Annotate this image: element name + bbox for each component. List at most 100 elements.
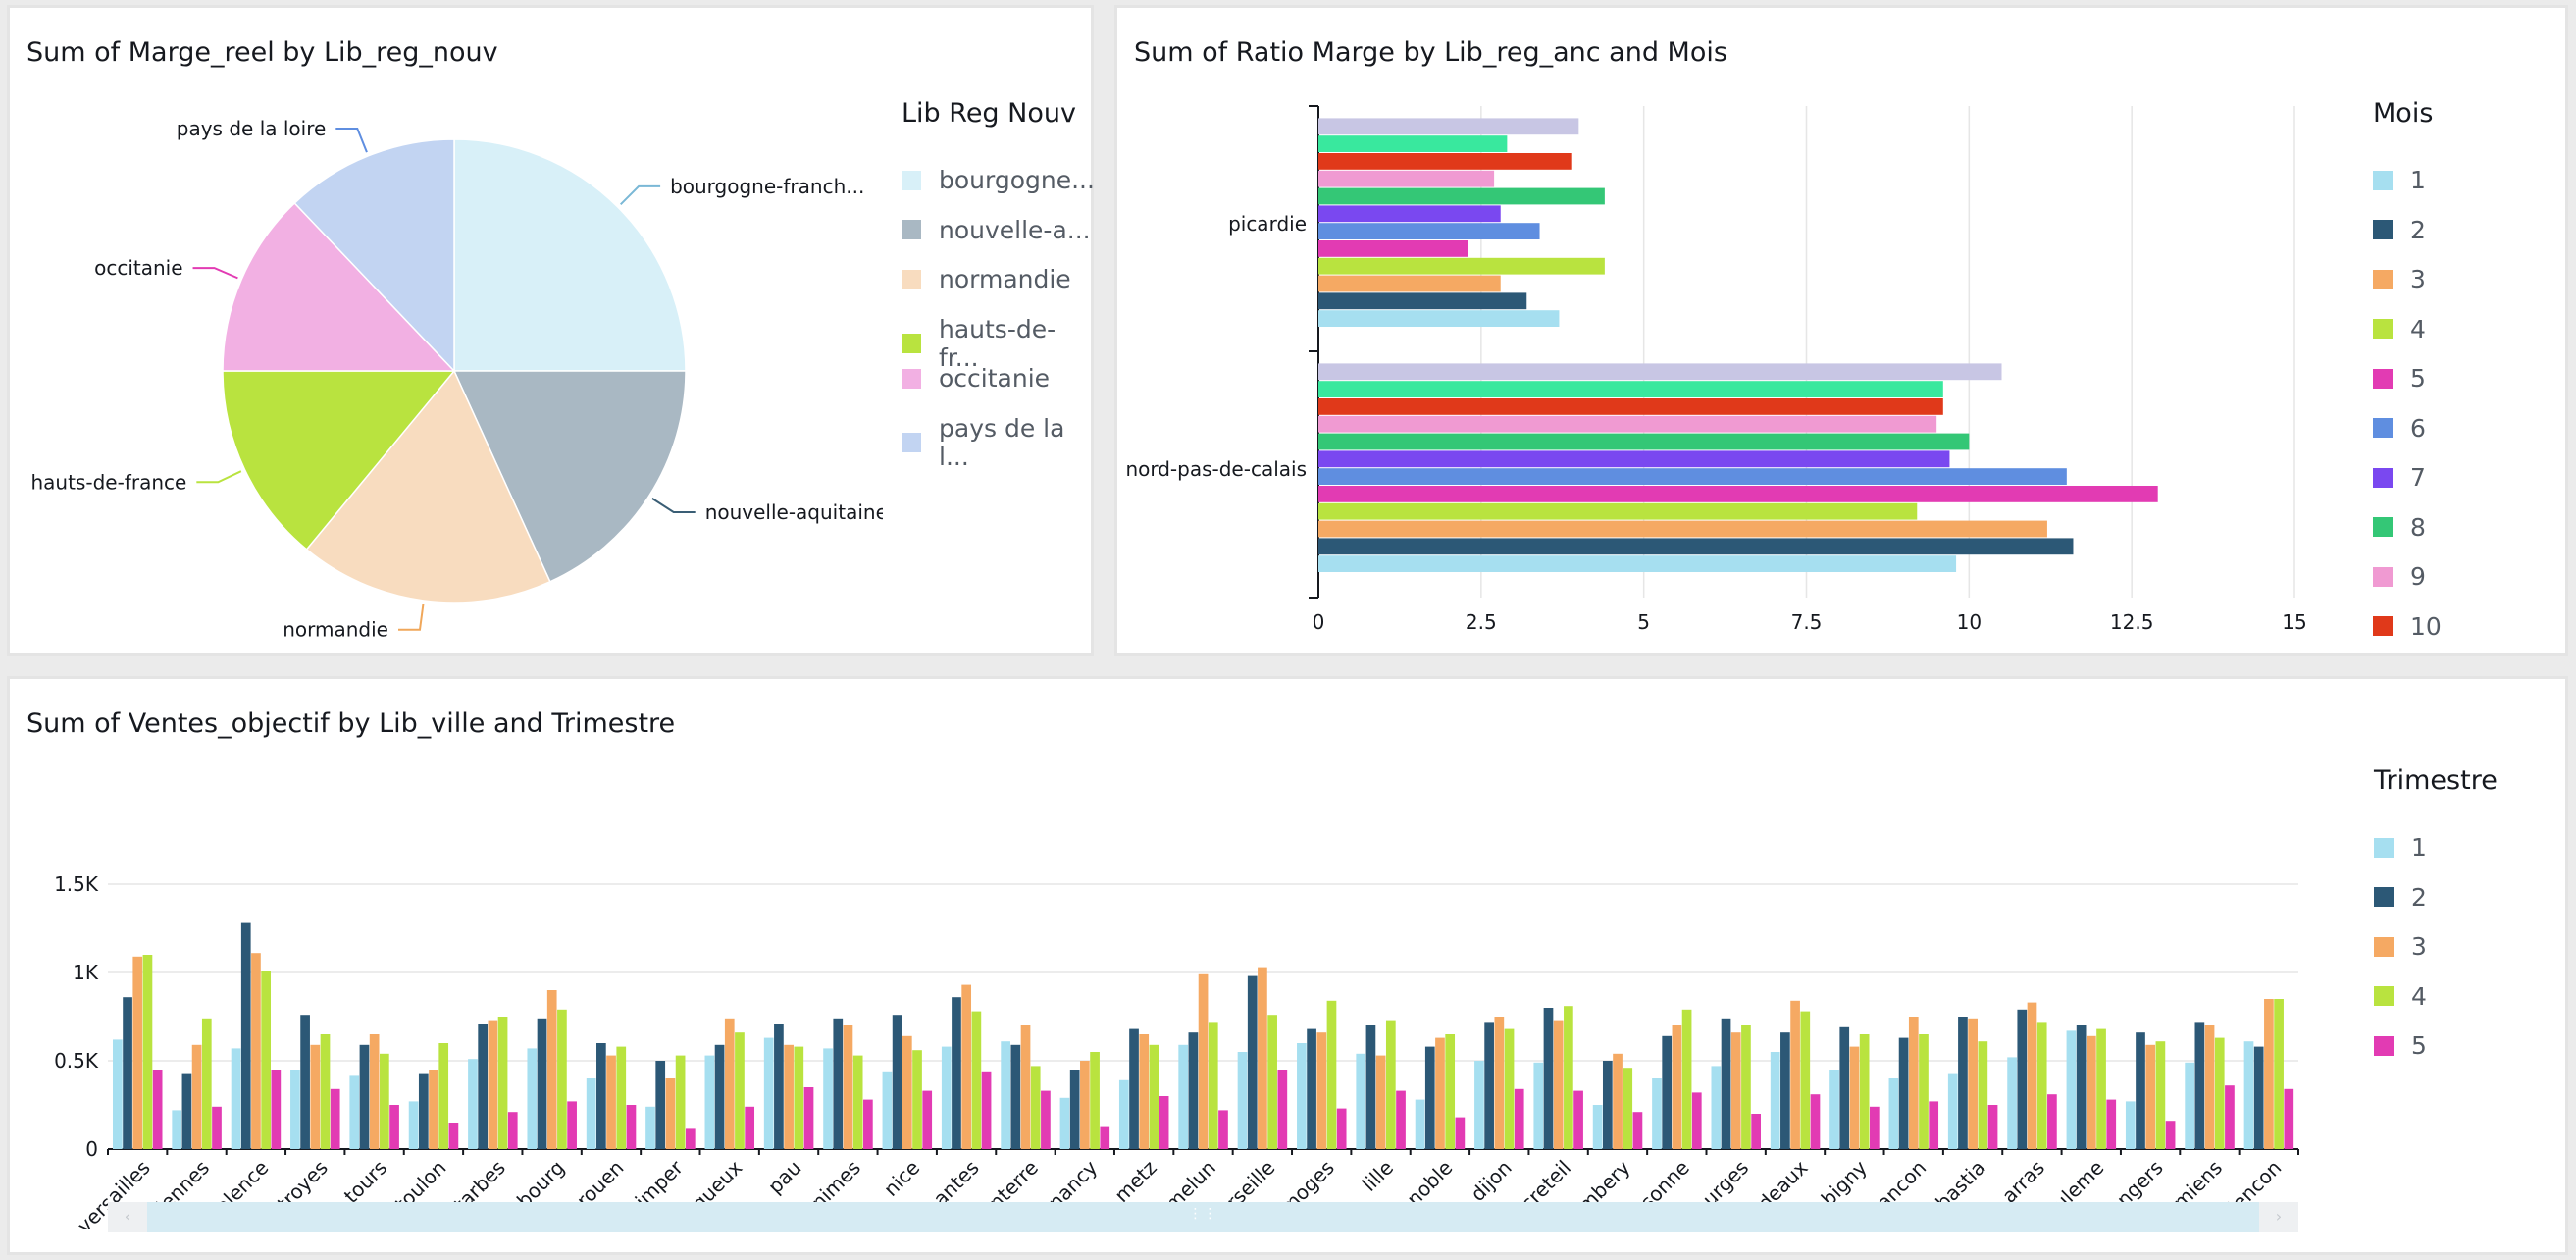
hbar-legend-label: 7 xyxy=(2410,463,2426,492)
hbar-chart[interactable]: picardie nord-pas-de-calais 0 2.5 5 7.5 10 12.5… xyxy=(1117,86,2353,636)
vbar-legend-item[interactable]: 2 xyxy=(2374,883,2427,912)
hbar-legend-label: 4 xyxy=(2410,314,2426,343)
vbar-bar xyxy=(1030,1066,1041,1149)
vbar-bar xyxy=(1968,1018,1978,1149)
vbar-bar xyxy=(290,1070,300,1149)
hbar-legend-item[interactable]: 3 xyxy=(2373,265,2426,293)
hbar-legend-item[interactable]: 6 xyxy=(2373,414,2426,443)
pie-legend-title: Lib Reg Nouv xyxy=(902,98,1076,129)
vbar-bar xyxy=(794,1046,804,1149)
pie-chart[interactable]: bourgogne-franch... nouvelle-aquitaine nor… xyxy=(10,47,883,656)
vbar-legend-label: 4 xyxy=(2411,981,2427,1011)
pie-legend-item[interactable]: normandie xyxy=(902,265,1071,293)
horizontal-scrollbar[interactable]: ‹ ⋮⋮ › xyxy=(108,1202,2298,1232)
hbar-bar xyxy=(1318,381,1943,397)
vbar-bar xyxy=(616,1046,627,1149)
vbar-bar xyxy=(763,1037,774,1149)
pie-legend-item[interactable]: nouvelle-a... xyxy=(902,216,1091,244)
pie-legend-item[interactable]: pays de la l... xyxy=(902,414,1091,471)
pie-legend-label: occitanie xyxy=(939,364,1051,393)
pie-legend-label: bourgogne... xyxy=(939,166,1095,194)
vbar-bar xyxy=(1118,1079,1129,1149)
vbar-bar xyxy=(349,1075,360,1149)
vbar-bar xyxy=(1336,1108,1347,1149)
vbar-bar xyxy=(271,1070,282,1149)
scrollbar-thumb[interactable]: ⋮⋮ xyxy=(147,1202,2259,1232)
pie-legend-swatch xyxy=(902,333,921,353)
vbar-bar xyxy=(2194,1022,2205,1149)
pie-slice xyxy=(222,370,456,551)
hbar-legend-item[interactable]: 10 xyxy=(2373,612,2442,641)
hbar-bar xyxy=(1318,555,1957,572)
vbar-bar xyxy=(912,1050,922,1149)
vbar-legend-item[interactable]: 5 xyxy=(2374,1031,2427,1060)
vbar-chart[interactable]: 00.5K1K1.5Kversaillesvalenciennesvalence… xyxy=(10,758,2344,1229)
vbar-bar xyxy=(2155,1041,2166,1149)
hbar-legend-item[interactable]: 7 xyxy=(2373,463,2426,492)
vbar-bar xyxy=(1356,1053,1366,1149)
hbar-legend-label: 6 xyxy=(2410,413,2426,443)
pie-slice-label: pays de la loire xyxy=(177,117,327,140)
pie-slice xyxy=(305,369,551,604)
vbar-bar xyxy=(596,1043,606,1149)
vbar-bar xyxy=(1504,1028,1515,1149)
hbar-legend-item[interactable]: 1 xyxy=(2373,166,2426,194)
vbar-bar xyxy=(1800,1011,1811,1149)
vbar-bar xyxy=(863,1099,873,1149)
vbar-bar xyxy=(1484,1022,1494,1149)
vbar-bar xyxy=(507,1112,518,1149)
vbar-bar xyxy=(823,1048,833,1149)
pie-legend-item[interactable]: bourgogne... xyxy=(902,166,1095,194)
pie-slice xyxy=(222,201,456,372)
hbar-bar xyxy=(1318,310,1560,327)
vbar-bar xyxy=(1958,1017,1968,1149)
vbar-category-label: lille xyxy=(1358,1156,1398,1196)
vbar-bar xyxy=(1267,1015,1277,1149)
vbar-category-label: metz xyxy=(1109,1156,1160,1207)
pie-slice xyxy=(293,138,455,373)
scrollbar-right-arrow[interactable]: › xyxy=(2275,1207,2283,1226)
vbar-bar xyxy=(1307,1028,1316,1149)
hbar-legend-item[interactable]: 5 xyxy=(2373,364,2426,393)
pie-legend-swatch xyxy=(902,170,921,190)
hbar-legend-item[interactable]: 8 xyxy=(2373,513,2426,542)
hbar-bar xyxy=(1318,398,1943,415)
vbar-bar xyxy=(1839,1026,1850,1149)
vbar-bar xyxy=(1751,1114,1761,1149)
vbar-legend-item[interactable]: 3 xyxy=(2374,932,2427,961)
vbar-bar xyxy=(922,1090,933,1149)
vbar-legend-item[interactable]: 4 xyxy=(2374,982,2427,1011)
vbar-legend-item[interactable]: 1 xyxy=(2374,833,2427,862)
vbar-bar xyxy=(2027,1002,2037,1149)
vbar-bar xyxy=(418,1073,429,1149)
vbar-bar xyxy=(1888,1078,1899,1149)
pie-legend-label: pays de la l... xyxy=(939,413,1065,471)
hbar-legend-item[interactable]: 9 xyxy=(2373,562,2426,591)
scrollbar-grip-icon: ⋮⋮ xyxy=(1188,1206,1218,1222)
pie-legend-label: normandie xyxy=(939,265,1071,293)
vbar-bar xyxy=(626,1105,637,1149)
hbar-bar xyxy=(1318,520,2047,538)
pie-chart-panel: Sum of Marge_reel by Lib_reg_nouv bourgo… xyxy=(7,5,1095,656)
pie-leader-line xyxy=(196,470,242,484)
pie-legend-item[interactable]: hauts-de-fr... xyxy=(902,315,1091,372)
vbar-bar xyxy=(774,1024,784,1149)
scrollbar-left-arrow[interactable]: ‹ xyxy=(124,1207,131,1226)
vbar-bar xyxy=(2066,1030,2077,1149)
vbar-bar xyxy=(359,1044,370,1149)
vbar-legend-label: 5 xyxy=(2411,1031,2427,1060)
vbar-legend-swatch xyxy=(2374,837,2394,858)
vbar-bar xyxy=(2086,1035,2096,1149)
vbar-bar xyxy=(389,1105,399,1149)
pie-legend-item[interactable]: occitanie xyxy=(902,364,1050,393)
hbar-legend-item[interactable]: 2 xyxy=(2373,216,2426,244)
vbar-bar xyxy=(1672,1025,1682,1149)
vbar-bar xyxy=(803,1087,814,1149)
vbar-bar xyxy=(2036,1022,2047,1149)
vbar-y-tick-label: 0 xyxy=(85,1137,98,1161)
vbar-bar xyxy=(172,1110,182,1149)
vbar-bar xyxy=(231,1048,241,1149)
vbar-bar xyxy=(567,1101,577,1149)
hbar-bar xyxy=(1318,205,1501,223)
hbar-legend-item[interactable]: 4 xyxy=(2373,315,2426,343)
